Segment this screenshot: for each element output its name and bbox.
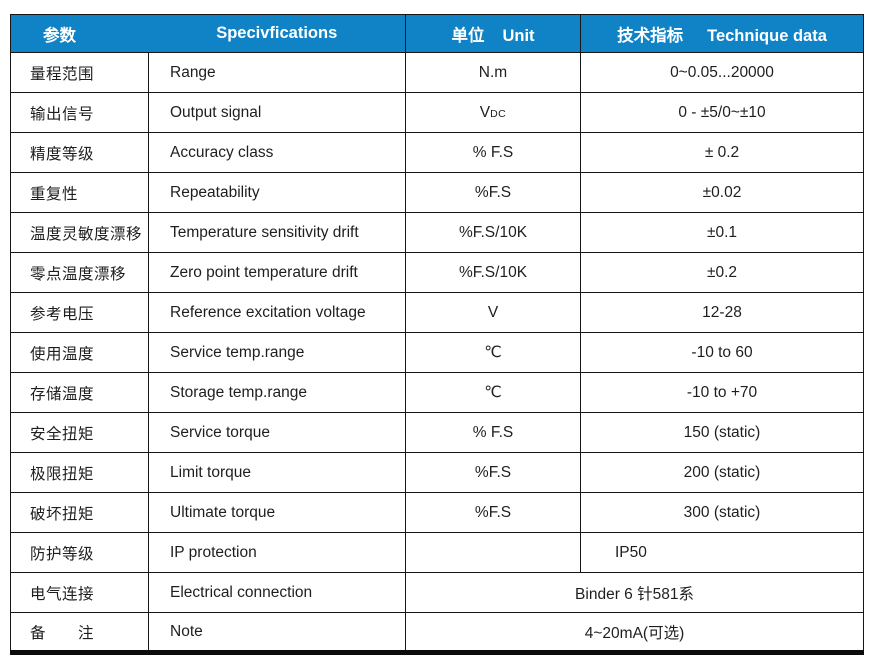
- param-en-cell: Note: [148, 612, 406, 653]
- table-row-limit-torque: 极限扭矩 Limit torque %F.S 200 (static): [10, 452, 864, 493]
- header-params-cn: 参数: [10, 14, 149, 53]
- param-en-cell: Temperature sensitivity drift: [148, 212, 406, 253]
- header-unit-cn: 单位: [451, 26, 485, 45]
- param-en-cell: IP protection: [148, 532, 406, 573]
- param-cn-cell: 破坏扭矩: [10, 492, 149, 533]
- unit-cell: % F.S: [405, 412, 581, 453]
- value-cell: ±0.2: [580, 252, 864, 293]
- value-cell: ± 0.2: [580, 132, 864, 173]
- param-cn-cell: 量程范围: [10, 52, 149, 93]
- param-cn-cell: 精度等级: [10, 132, 149, 173]
- table-row-output-signal: 输出信号 Output signal VDC 0 - ±5/0~±10: [10, 92, 864, 133]
- value-cell: 200 (static): [580, 452, 864, 493]
- table-row-repeatability: 重复性 Repeatability %F.S ±0.02: [10, 172, 864, 213]
- param-en-cell: Accuracy class: [148, 132, 406, 173]
- param-en-cell: Limit torque: [148, 452, 406, 493]
- unit-cell: % F.S: [405, 132, 581, 173]
- unit-cell: VDC: [405, 92, 581, 133]
- param-cn-cell: 参考电压: [10, 292, 149, 333]
- header-unit: 单位 Unit: [405, 14, 581, 53]
- param-en-cell: Service temp.range: [148, 332, 406, 373]
- table-body: 量程范围 Range N.m 0~0.05...20000 输出信号 Outpu…: [10, 52, 864, 653]
- unit-main: V: [479, 103, 491, 121]
- unit-cell: ℃: [405, 372, 581, 413]
- header-technique-data: 技术指标 Technique data: [580, 14, 864, 53]
- param-en-cell: Service torque: [148, 412, 406, 453]
- header-specifications: Specivfications: [148, 14, 406, 53]
- unit-cell: N.m: [405, 52, 581, 93]
- table-row-range: 量程范围 Range N.m 0~0.05...20000: [10, 52, 864, 93]
- table-row-electrical-connection: 电气连接 Electrical connection Binder 6 针581…: [10, 572, 864, 613]
- param-cn-cell: 使用温度: [10, 332, 149, 373]
- value-cell-merged: 4~20mA(可选): [405, 612, 864, 653]
- param-cn-cell: 重复性: [10, 172, 149, 213]
- param-en-cell: Repeatability: [148, 172, 406, 213]
- table-row-ultimate-torque: 破坏扭矩 Ultimate torque %F.S 300 (static): [10, 492, 864, 533]
- value-cell-merged: Binder 6 针581系: [405, 572, 864, 613]
- param-cn-cell: 极限扭矩: [10, 452, 149, 493]
- param-en-cell: Reference excitation voltage: [148, 292, 406, 333]
- unit-cell-empty: [405, 532, 581, 573]
- param-cn-cell: 输出信号: [10, 92, 149, 133]
- value-cell: 300 (static): [580, 492, 864, 533]
- table-row-ip-protection: 防护等级 IP protection IP50: [10, 532, 864, 573]
- header-technique-cn: 技术指标: [617, 26, 684, 45]
- header-unit-en: Unit: [502, 26, 535, 45]
- value-cell: 0 - ±5/0~±10: [580, 92, 864, 133]
- param-en-cell: Storage temp.range: [148, 372, 406, 413]
- table-row-note: 备 注 Note 4~20mA(可选): [10, 612, 864, 653]
- param-en-cell: Zero point temperature drift: [148, 252, 406, 293]
- unit-cell: %F.S: [405, 492, 581, 533]
- table-row-zero-temp-drift: 零点温度漂移 Zero point temperature drift %F.S…: [10, 252, 864, 293]
- table-row-service-torque: 安全扭矩 Service torque % F.S 150 (static): [10, 412, 864, 453]
- param-cn-cell: 存储温度: [10, 372, 149, 413]
- param-cn-cell: 防护等级: [10, 532, 149, 573]
- table-row-accuracy: 精度等级 Accuracy class % F.S ± 0.2: [10, 132, 864, 173]
- param-cn-cell: 安全扭矩: [10, 412, 149, 453]
- param-cn-cell: 电气连接: [10, 572, 149, 613]
- header-technique-en: Technique data: [707, 26, 827, 45]
- spec-table: 参数 Specivfications 单位 Unit 技术指标 Technique …: [10, 14, 864, 655]
- table-row-storage-temp: 存储温度 Storage temp.range ℃ -10 to +70: [10, 372, 864, 413]
- param-en-cell: Ultimate torque: [148, 492, 406, 533]
- param-cn-cell: 备 注: [10, 612, 149, 653]
- unit-subscript: DC: [490, 107, 507, 120]
- param-cn-cell: 零点温度漂移: [10, 252, 149, 293]
- param-cn-cell: 温度灵敏度漂移: [10, 212, 149, 253]
- table-header: 参数 Specivfications 单位 Unit 技术指标 Technique …: [10, 14, 864, 53]
- unit-cell: ℃: [405, 332, 581, 373]
- param-en-cell: Output signal: [148, 92, 406, 133]
- table-row-service-temp: 使用温度 Service temp.range ℃ -10 to 60: [10, 332, 864, 373]
- param-en-cell: Range: [148, 52, 406, 93]
- value-cell: ±0.1: [580, 212, 864, 253]
- value-cell: 150 (static): [580, 412, 864, 453]
- unit-cell: V: [405, 292, 581, 333]
- value-cell: 0~0.05...20000: [580, 52, 864, 93]
- unit-cell: %F.S/10K: [405, 212, 581, 253]
- value-cell: -10 to 60: [580, 332, 864, 373]
- value-cell: -10 to +70: [580, 372, 864, 413]
- table-row-reference-voltage: 参考电压 Reference excitation voltage V 12-2…: [10, 292, 864, 333]
- table-row-temp-sensitivity-drift: 温度灵敏度漂移 Temperature sensitivity drift %F…: [10, 212, 864, 253]
- value-cell: IP50: [580, 532, 864, 573]
- unit-cell: %F.S/10K: [405, 252, 581, 293]
- header-row: 参数 Specivfications 单位 Unit 技术指标 Technique …: [10, 14, 864, 53]
- unit-cell: %F.S: [405, 172, 581, 213]
- value-cell: ±0.02: [580, 172, 864, 213]
- value-cell: 12-28: [580, 292, 864, 333]
- param-en-cell: Electrical connection: [148, 572, 406, 613]
- unit-cell: %F.S: [405, 452, 581, 493]
